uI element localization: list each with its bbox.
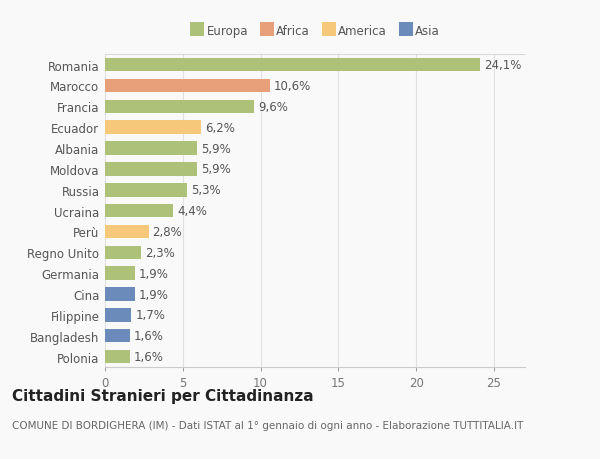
Text: 5,9%: 5,9%: [200, 142, 230, 155]
Bar: [105, 142, 197, 156]
Bar: [105, 329, 130, 343]
Bar: [105, 225, 149, 239]
Bar: [105, 204, 173, 218]
Bar: [105, 163, 197, 176]
Text: 4,4%: 4,4%: [178, 205, 207, 218]
Bar: [105, 79, 270, 93]
Bar: [105, 267, 134, 280]
Text: 1,9%: 1,9%: [139, 267, 169, 280]
Text: 9,6%: 9,6%: [258, 101, 288, 113]
Text: 5,9%: 5,9%: [200, 163, 230, 176]
Text: COMUNE DI BORDIGHERA (IM) - Dati ISTAT al 1° gennaio di ogni anno - Elaborazione: COMUNE DI BORDIGHERA (IM) - Dati ISTAT a…: [12, 420, 523, 430]
Bar: [105, 288, 134, 301]
Text: 10,6%: 10,6%: [274, 80, 311, 93]
Text: 1,6%: 1,6%: [134, 350, 164, 363]
Bar: [105, 184, 187, 197]
Text: 2,8%: 2,8%: [152, 225, 182, 238]
Text: Cittadini Stranieri per Cittadinanza: Cittadini Stranieri per Cittadinanza: [12, 388, 314, 403]
Bar: [105, 308, 131, 322]
Bar: [105, 101, 254, 114]
Bar: [105, 121, 202, 134]
Text: 5,3%: 5,3%: [191, 184, 221, 197]
Legend: Europa, Africa, America, Asia: Europa, Africa, America, Asia: [185, 21, 445, 43]
Bar: [105, 59, 480, 72]
Text: 6,2%: 6,2%: [205, 122, 235, 134]
Bar: [105, 246, 141, 259]
Text: 1,6%: 1,6%: [134, 330, 164, 342]
Bar: [105, 350, 130, 364]
Text: 2,3%: 2,3%: [145, 246, 175, 259]
Text: 1,9%: 1,9%: [139, 288, 169, 301]
Text: 24,1%: 24,1%: [484, 59, 521, 72]
Text: 1,7%: 1,7%: [136, 309, 165, 322]
